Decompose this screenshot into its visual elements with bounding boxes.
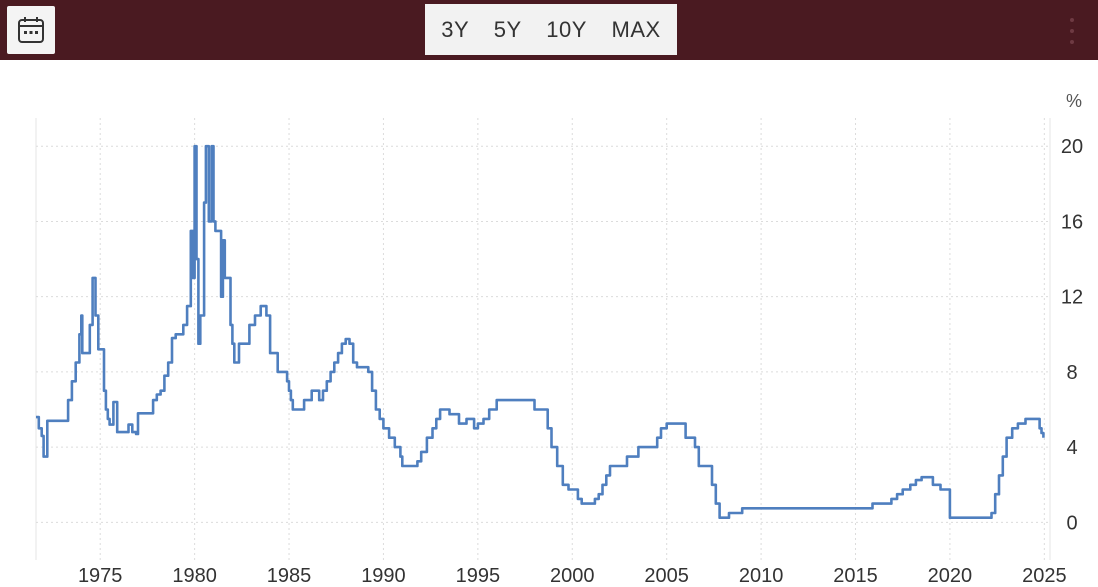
x-tick-label: 2025 bbox=[1022, 565, 1067, 587]
range-max-button[interactable]: MAX bbox=[611, 16, 661, 42]
more-vertical-icon[interactable] bbox=[1068, 18, 1076, 44]
time-range-selector: 3Y 5Y 10Y MAX bbox=[425, 4, 677, 55]
chart-series bbox=[36, 144, 1045, 519]
x-tick-label: 1990 bbox=[361, 565, 406, 587]
x-tick-label: 1980 bbox=[172, 565, 217, 587]
x-tick-label: 2015 bbox=[833, 565, 878, 587]
y-tick-label: 12 bbox=[1061, 287, 1083, 309]
x-tick-label: 1975 bbox=[78, 565, 123, 587]
interest-rate-chart: 0 4 8 12 16 20 1975 1980 1985 1990 1995 2000 2005 201… bbox=[35, 91, 1083, 587]
x-tick-label: 2010 bbox=[739, 565, 784, 587]
y-tick-label: 16 bbox=[1061, 211, 1083, 233]
x-tick-label: 1995 bbox=[456, 565, 501, 587]
x-tick-label: 2000 bbox=[550, 565, 595, 587]
x-tick-label: 2005 bbox=[644, 565, 689, 587]
range-10y-button[interactable]: 10Y bbox=[546, 16, 587, 42]
chart-grid bbox=[35, 118, 1051, 560]
x-tick-label: 2020 bbox=[928, 565, 973, 587]
y-tick-label: 20 bbox=[1061, 136, 1083, 158]
range-5y-button[interactable]: 5Y bbox=[493, 16, 522, 42]
calendar-button[interactable] bbox=[7, 6, 55, 54]
y-tick-label: 4 bbox=[1066, 437, 1077, 459]
x-tick-label: 1985 bbox=[267, 565, 312, 587]
y-tick-label: 8 bbox=[1066, 362, 1077, 384]
range-3y-button[interactable]: 3Y bbox=[441, 16, 470, 42]
chart-axes: 0 4 8 12 16 20 1975 1980 1985 1990 1995 2000 2005 201… bbox=[78, 136, 1083, 587]
y-unit-label: % bbox=[1066, 91, 1082, 111]
calendar-icon bbox=[18, 17, 44, 43]
y-tick-label: 0 bbox=[1066, 512, 1077, 534]
top-toolbar: 3Y 5Y 10Y MAX bbox=[0, 0, 1098, 60]
series-line bbox=[36, 144, 1045, 519]
